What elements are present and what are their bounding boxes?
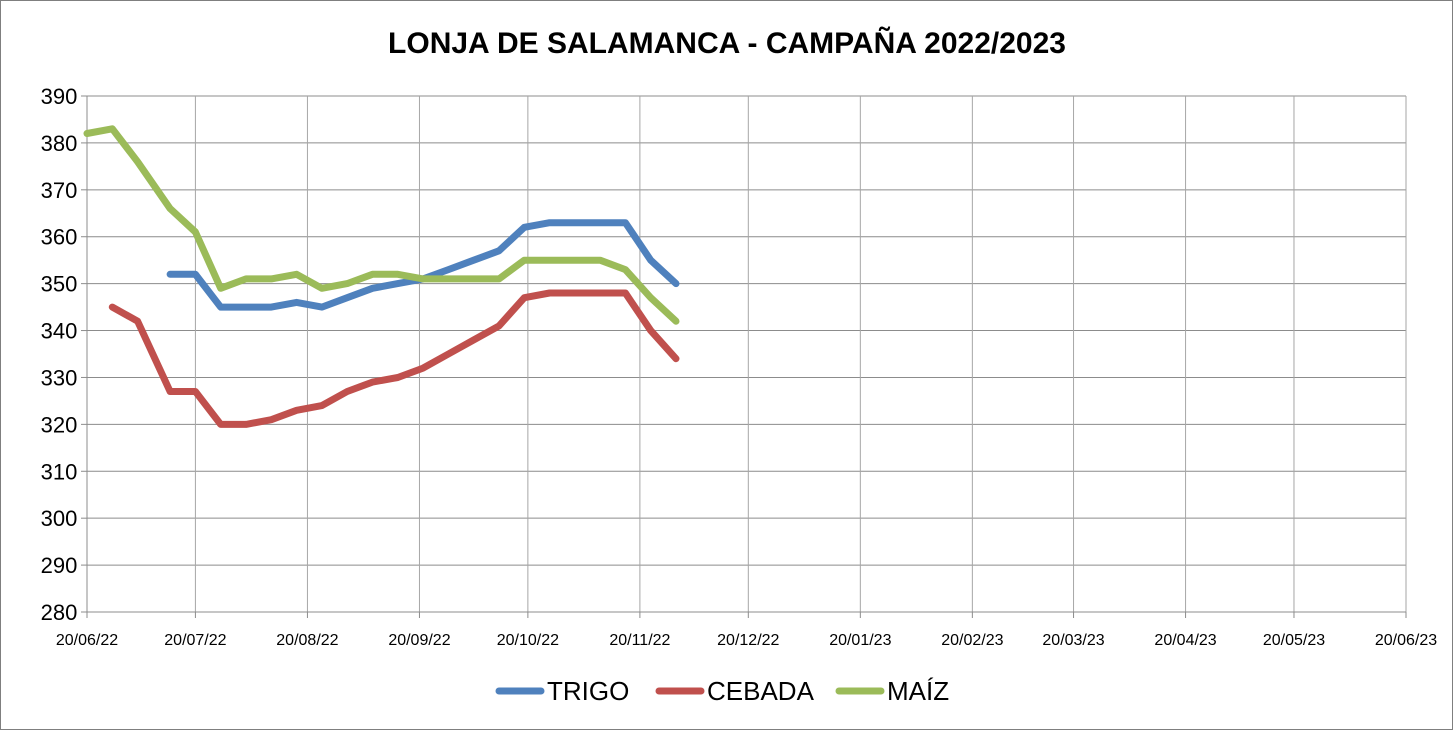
- x-tick-label: 20/06/23: [1375, 632, 1437, 649]
- x-tick-label: 20/12/22: [717, 632, 779, 649]
- x-tick-label: 20/07/22: [164, 632, 226, 649]
- x-tick-label: 20/09/22: [388, 632, 450, 649]
- axes: [81, 95, 1407, 618]
- x-tick-label: 20/01/23: [829, 632, 891, 649]
- legend-item: CEBADA: [655, 676, 815, 706]
- legend: TRIGO CEBADA MAÍZ: [495, 676, 949, 706]
- x-tick-label: 20/02/23: [941, 632, 1003, 649]
- y-tick-label: 300: [41, 506, 78, 531]
- y-tick-label: 310: [41, 459, 78, 484]
- y-axis-tick-labels: 280 290 300 310 320 330 340 350 360 370 380 390: [41, 84, 78, 625]
- x-tick-label: 20/05/23: [1263, 632, 1325, 649]
- x-tick-label: 20/04/23: [1154, 632, 1216, 649]
- y-tick-label: 360: [41, 225, 78, 250]
- series-line-cebada: [108, 289, 680, 428]
- y-tick-label: 340: [41, 319, 78, 344]
- x-tick-label: 20/06/22: [56, 632, 118, 649]
- x-tick-label: 20/08/22: [276, 632, 338, 649]
- legend-item: MAÍZ: [835, 676, 949, 706]
- grid: [87, 95, 1407, 612]
- y-tick-label: 330: [41, 365, 78, 390]
- x-axis-tick-labels: 20/06/22 20/07/22 20/08/22 20/09/22 20/10/22…: [56, 632, 1437, 649]
- y-tick-label: 350: [41, 272, 78, 297]
- chart-title: LONJA DE SALAMANCA - CAMPAÑA 2022/2023: [388, 26, 1066, 60]
- y-tick-label: 390: [41, 84, 78, 109]
- x-tick-label: 20/11/22: [609, 632, 670, 649]
- legend-item: TRIGO: [495, 676, 629, 706]
- y-tick-label: 320: [41, 412, 78, 437]
- y-tick-label: 280: [41, 600, 78, 625]
- series-line-maiz: [83, 125, 680, 325]
- legend-label: CEBADA: [707, 676, 815, 706]
- legend-label: TRIGO: [547, 676, 629, 706]
- x-tick-label: 20/03/23: [1042, 632, 1104, 649]
- y-tick-label: 380: [41, 131, 78, 156]
- legend-label: MAÍZ: [887, 676, 949, 706]
- x-tick-label: 20/10/22: [497, 632, 559, 649]
- series-lines: [83, 125, 680, 428]
- y-tick-label: 370: [41, 178, 78, 203]
- y-tick-label: 290: [41, 553, 78, 578]
